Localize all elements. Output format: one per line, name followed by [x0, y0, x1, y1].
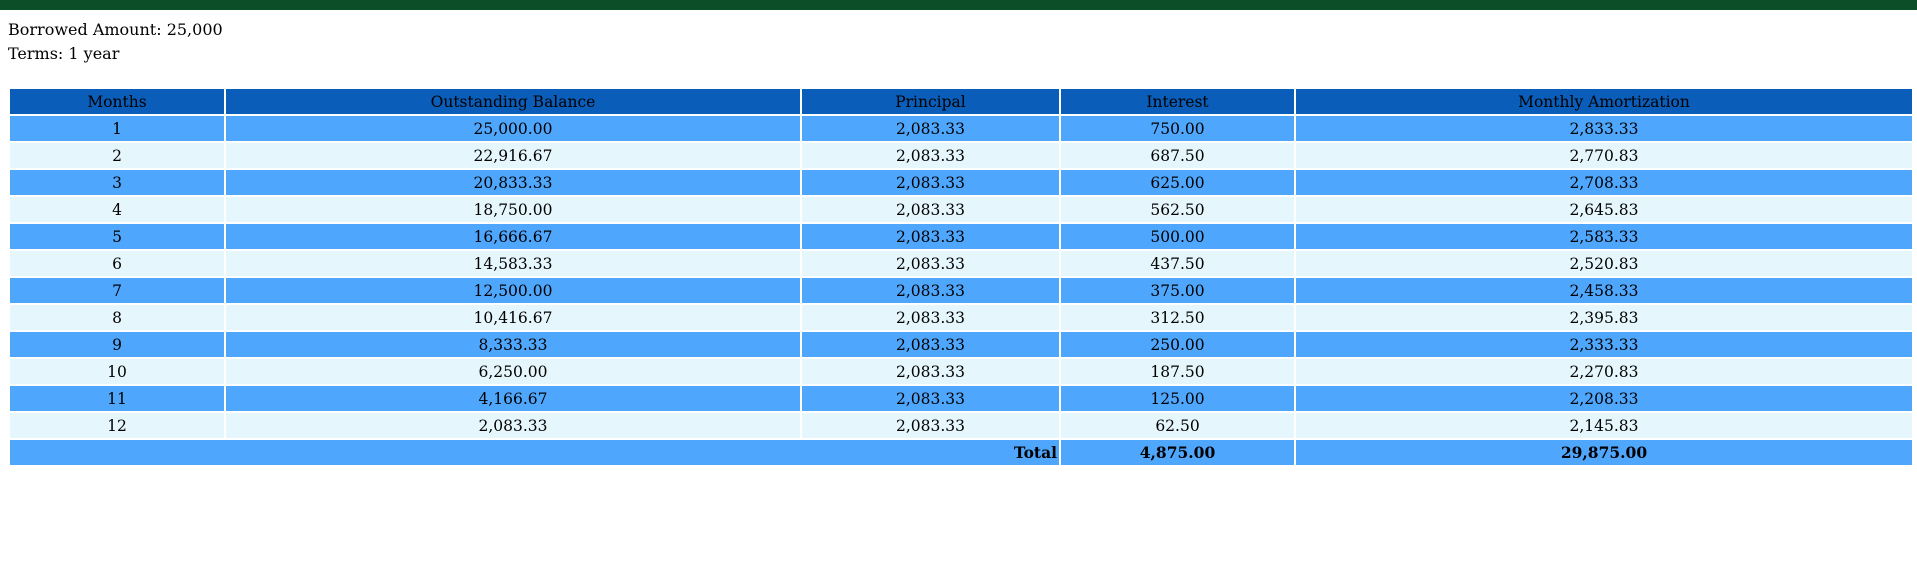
table-row: 3 20,833.33 2,083.33 625.00 2,708.33	[10, 170, 1912, 195]
cell-month: 10	[10, 359, 224, 384]
cell-principal: 2,083.33	[802, 305, 1059, 330]
cell-monthly-amortization: 2,145.83	[1296, 413, 1912, 438]
cell-interest: 562.50	[1061, 197, 1294, 222]
top-bar	[0, 0, 1917, 10]
cell-month: 9	[10, 332, 224, 357]
cell-interest: 62.50	[1061, 413, 1294, 438]
cell-monthly-amortization: 2,645.83	[1296, 197, 1912, 222]
cell-interest: 687.50	[1061, 143, 1294, 168]
cell-interest: 437.50	[1061, 251, 1294, 276]
header-interest: Interest	[1061, 89, 1294, 114]
total-label: Total	[10, 440, 1059, 465]
cell-principal: 2,083.33	[802, 332, 1059, 357]
cell-month: 12	[10, 413, 224, 438]
cell-monthly-amortization: 2,458.33	[1296, 278, 1912, 303]
table-row: 7 12,500.00 2,083.33 375.00 2,458.33	[10, 278, 1912, 303]
cell-principal: 2,083.33	[802, 386, 1059, 411]
table-row: 9 8,333.33 2,083.33 250.00 2,333.33	[10, 332, 1912, 357]
cell-principal: 2,083.33	[802, 197, 1059, 222]
cell-principal: 2,083.33	[802, 251, 1059, 276]
cell-monthly-amortization: 2,520.83	[1296, 251, 1912, 276]
cell-outstanding-balance: 12,500.00	[226, 278, 800, 303]
cell-month: 7	[10, 278, 224, 303]
cell-monthly-amortization: 2,333.33	[1296, 332, 1912, 357]
cell-outstanding-balance: 20,833.33	[226, 170, 800, 195]
total-amortization: 29,875.00	[1296, 440, 1912, 465]
cell-principal: 2,083.33	[802, 170, 1059, 195]
cell-interest: 125.00	[1061, 386, 1294, 411]
cell-month: 6	[10, 251, 224, 276]
borrowed-amount: Borrowed Amount: 25,000	[8, 20, 223, 39]
cell-month: 1	[10, 116, 224, 141]
cell-month: 3	[10, 170, 224, 195]
table-row: 11 4,166.67 2,083.33 125.00 2,208.33	[10, 386, 1912, 411]
cell-outstanding-balance: 2,083.33	[226, 413, 800, 438]
cell-outstanding-balance: 16,666.67	[226, 224, 800, 249]
total-row: Total 4,875.00 29,875.00	[10, 440, 1912, 465]
cell-monthly-amortization: 2,708.33	[1296, 170, 1912, 195]
amortization-table: Months Outstanding Balance Principal Int…	[8, 87, 1914, 467]
cell-monthly-amortization: 2,208.33	[1296, 386, 1912, 411]
cell-interest: 312.50	[1061, 305, 1294, 330]
cell-outstanding-balance: 6,250.00	[226, 359, 800, 384]
cell-principal: 2,083.33	[802, 278, 1059, 303]
table-row: 6 14,583.33 2,083.33 437.50 2,520.83	[10, 251, 1912, 276]
cell-interest: 625.00	[1061, 170, 1294, 195]
cell-interest: 750.00	[1061, 116, 1294, 141]
cell-monthly-amortization: 2,770.83	[1296, 143, 1912, 168]
cell-outstanding-balance: 8,333.33	[226, 332, 800, 357]
table-row: 2 22,916.67 2,083.33 687.50 2,770.83	[10, 143, 1912, 168]
header-months: Months	[10, 89, 224, 114]
table-row: 4 18,750.00 2,083.33 562.50 2,645.83	[10, 197, 1912, 222]
cell-principal: 2,083.33	[802, 413, 1059, 438]
cell-principal: 2,083.33	[802, 143, 1059, 168]
table-header-row: Months Outstanding Balance Principal Int…	[10, 89, 1912, 114]
cell-monthly-amortization: 2,833.33	[1296, 116, 1912, 141]
cell-outstanding-balance: 4,166.67	[226, 386, 800, 411]
table-row: 5 16,666.67 2,083.33 500.00 2,583.33	[10, 224, 1912, 249]
cell-month: 2	[10, 143, 224, 168]
cell-interest: 250.00	[1061, 332, 1294, 357]
cell-principal: 2,083.33	[802, 359, 1059, 384]
total-interest: 4,875.00	[1061, 440, 1294, 465]
cell-monthly-amortization: 2,270.83	[1296, 359, 1912, 384]
cell-monthly-amortization: 2,395.83	[1296, 305, 1912, 330]
cell-outstanding-balance: 14,583.33	[226, 251, 800, 276]
cell-interest: 375.00	[1061, 278, 1294, 303]
cell-principal: 2,083.33	[802, 224, 1059, 249]
cell-month: 11	[10, 386, 224, 411]
cell-outstanding-balance: 18,750.00	[226, 197, 800, 222]
cell-outstanding-balance: 10,416.67	[226, 305, 800, 330]
loan-terms: Terms: 1 year	[8, 44, 120, 63]
cell-outstanding-balance: 25,000.00	[226, 116, 800, 141]
header-outstanding-balance: Outstanding Balance	[226, 89, 800, 114]
header-monthly-amortization: Monthly Amortization	[1296, 89, 1912, 114]
loan-summary: Borrowed Amount: 25,000 Terms: 1 year	[8, 18, 223, 66]
header-principal: Principal	[802, 89, 1059, 114]
cell-outstanding-balance: 22,916.67	[226, 143, 800, 168]
table-row: 8 10,416.67 2,083.33 312.50 2,395.83	[10, 305, 1912, 330]
table-row: 12 2,083.33 2,083.33 62.50 2,145.83	[10, 413, 1912, 438]
cell-month: 5	[10, 224, 224, 249]
table-row: 10 6,250.00 2,083.33 187.50 2,270.83	[10, 359, 1912, 384]
cell-interest: 187.50	[1061, 359, 1294, 384]
table-row: 1 25,000.00 2,083.33 750.00 2,833.33	[10, 116, 1912, 141]
cell-principal: 2,083.33	[802, 116, 1059, 141]
cell-interest: 500.00	[1061, 224, 1294, 249]
table-body: 1 25,000.00 2,083.33 750.00 2,833.33 2 22,916.…	[10, 116, 1912, 438]
cell-month: 8	[10, 305, 224, 330]
cell-month: 4	[10, 197, 224, 222]
cell-monthly-amortization: 2,583.33	[1296, 224, 1912, 249]
